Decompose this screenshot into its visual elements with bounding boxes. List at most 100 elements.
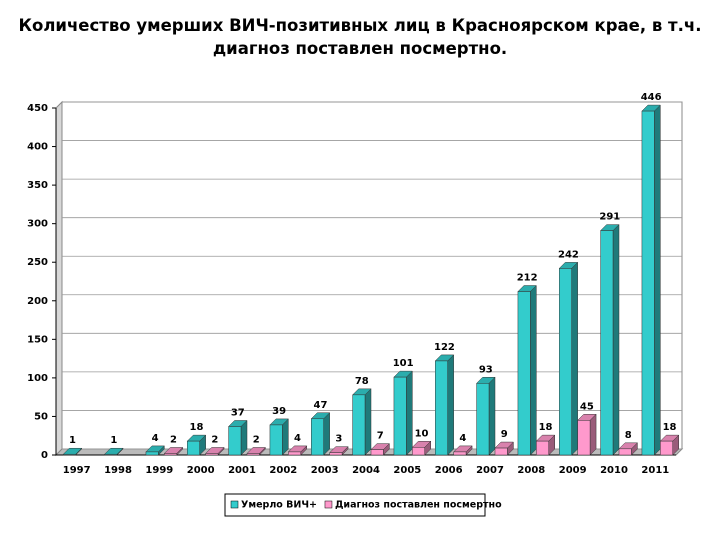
bar-side (654, 104, 661, 456)
bar (205, 453, 219, 456)
value-label: 2 (253, 434, 260, 445)
y-tick-label: 450 (27, 103, 48, 114)
bar-side (571, 261, 578, 456)
bar (164, 453, 177, 456)
value-label: 212 (517, 273, 538, 284)
value-label: 18 (539, 422, 553, 433)
bar-side (323, 412, 330, 456)
legend-label: Умерло ВИЧ+ (241, 500, 317, 511)
value-label: 47 (314, 400, 328, 411)
x-tick-label: 2007 (476, 465, 504, 476)
value-label: 242 (558, 249, 579, 260)
value-label: 2 (170, 434, 177, 445)
x-tick-label: 2002 (269, 465, 297, 476)
value-label: 37 (231, 407, 245, 418)
value-label: 2 (211, 434, 218, 445)
bar (453, 451, 467, 456)
x-tick-label: 2008 (517, 465, 545, 476)
y-tick-label: 0 (41, 450, 48, 461)
bar (104, 453, 118, 456)
value-label: 93 (479, 364, 493, 375)
bar (494, 447, 508, 456)
bar (559, 268, 572, 456)
chart-title: Количество умерших ВИЧ-позитивных лиц в … (18, 16, 702, 58)
x-tick-label: 1999 (145, 465, 173, 476)
legend: Умерло ВИЧ+ Диагноз поставлен посмертно (224, 493, 502, 517)
value-label: 45 (580, 401, 594, 412)
bar (269, 424, 283, 456)
y-tick-label: 50 (34, 411, 48, 422)
value-label: 8 (625, 430, 632, 441)
y-tick-label: 100 (27, 373, 48, 384)
x-tick-label: 1997 (63, 465, 91, 476)
bar (517, 291, 531, 456)
y-tick-label: 300 (27, 219, 48, 230)
y-tick-label: 200 (27, 296, 48, 307)
y-tick-label: 250 (27, 257, 48, 268)
value-label: 122 (434, 342, 455, 353)
bar-side (364, 388, 372, 456)
x-tick-label: 2001 (228, 465, 256, 476)
value-label: 1 (110, 435, 117, 446)
value-label: 291 (599, 212, 620, 223)
bar (536, 440, 549, 456)
bar-side (530, 284, 537, 456)
bar (228, 426, 242, 456)
y-tick-label: 150 (27, 334, 48, 345)
value-label: 78 (355, 376, 369, 387)
bar (412, 447, 425, 456)
x-tick-label: 2003 (311, 465, 339, 476)
y-tick-label: 350 (27, 180, 48, 191)
legend-swatch (324, 500, 333, 509)
y-tick-label: 400 (27, 142, 48, 153)
bar (145, 451, 159, 456)
bar-side (447, 354, 454, 456)
x-tick-label: 2011 (641, 465, 669, 476)
value-label: 18 (190, 422, 204, 433)
bar (352, 394, 366, 456)
x-tick-label: 2010 (600, 465, 628, 476)
legend-swatch (230, 500, 239, 509)
x-tick-label: 1998 (104, 465, 132, 476)
value-label: 4 (294, 433, 301, 444)
bar-side (612, 224, 620, 456)
value-label: 1 (69, 435, 76, 446)
value-label: 446 (641, 92, 662, 103)
bar (600, 230, 614, 456)
bar (288, 451, 301, 456)
legend-label: Диагноз поставлен посмертно (335, 500, 502, 511)
x-tick-label: 2005 (393, 465, 421, 476)
value-label: 18 (663, 422, 677, 433)
x-tick-label: 2006 (435, 465, 463, 476)
bar (435, 360, 448, 456)
value-label: 39 (272, 406, 286, 417)
bar (660, 440, 673, 456)
bar (187, 440, 200, 456)
x-tick-label: 2000 (187, 465, 215, 476)
value-label: 3 (335, 434, 342, 445)
value-label: 7 (377, 431, 384, 442)
value-label: 101 (393, 358, 414, 369)
value-label: 10 (415, 428, 429, 439)
bar (476, 383, 490, 456)
x-tick-label: 2004 (352, 465, 380, 476)
x-tick-label: 2009 (559, 465, 587, 476)
bar (63, 453, 76, 456)
plot-wall (55, 100, 63, 457)
plot-back (61, 101, 683, 450)
bar-side (406, 370, 413, 456)
bar (618, 448, 632, 456)
bar (329, 452, 343, 456)
bar (370, 449, 384, 456)
value-label: 9 (501, 429, 508, 440)
bar (246, 453, 260, 456)
value-label: 4 (459, 433, 466, 444)
bar (393, 376, 407, 456)
bar (311, 418, 324, 456)
value-label: 4 (152, 433, 159, 444)
bar-side (589, 413, 597, 456)
bar (577, 420, 591, 456)
legend-box (224, 493, 486, 517)
